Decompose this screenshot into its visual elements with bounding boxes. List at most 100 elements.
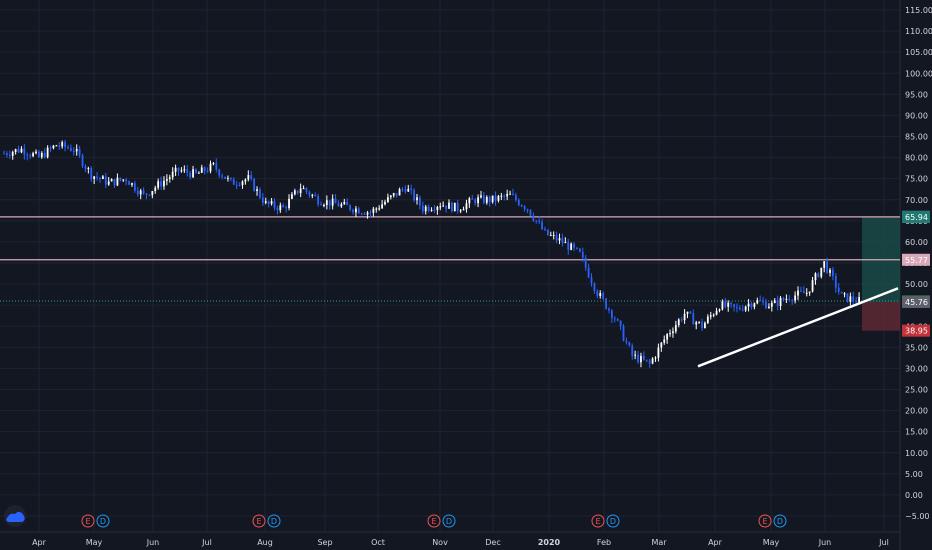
candle-body <box>250 175 253 179</box>
candle-body <box>494 195 497 201</box>
candle-body <box>61 142 64 147</box>
candle-body <box>381 204 384 209</box>
candle-body <box>293 190 296 195</box>
dividend-label: D <box>610 517 616 526</box>
candle-body <box>317 196 320 205</box>
target-price-tag: 65.94 <box>905 213 928 222</box>
dividend-marker[interactable] <box>606 514 620 528</box>
candle-body <box>770 302 773 307</box>
candle-body <box>578 248 581 252</box>
candle-body <box>6 153 8 156</box>
candle-body <box>858 297 860 303</box>
candle-body <box>439 206 442 208</box>
y-tick-label: 105.00 <box>905 48 932 57</box>
candle-body <box>785 298 788 300</box>
candle-body <box>587 267 590 278</box>
candle-body <box>631 345 634 356</box>
candle-body <box>29 155 32 157</box>
candle-body <box>337 203 340 207</box>
candle-body <box>259 189 261 198</box>
earnings-marker[interactable] <box>81 514 95 528</box>
candle-body <box>107 181 110 185</box>
candle-body <box>596 290 599 297</box>
dividend-marker[interactable] <box>773 514 787 528</box>
candle-body <box>433 209 436 211</box>
candle-body <box>183 169 186 171</box>
candle-body <box>672 331 674 334</box>
earnings-marker[interactable] <box>758 514 772 528</box>
candle-body <box>148 194 151 196</box>
candle-body <box>497 195 500 201</box>
candle-body <box>355 208 357 213</box>
candle-body <box>846 293 849 302</box>
dividend-marker[interactable] <box>96 514 110 528</box>
candle-body <box>704 322 706 329</box>
earnings-label: E <box>85 517 90 526</box>
candle-body <box>372 208 375 213</box>
candle-body <box>299 188 302 193</box>
candle-body <box>424 206 427 212</box>
candle-body <box>808 291 811 293</box>
candle-body <box>320 204 322 206</box>
candle-body <box>759 300 762 302</box>
candle-body <box>308 191 311 196</box>
earnings-marker[interactable] <box>591 514 605 528</box>
candle-body <box>459 210 462 212</box>
candle-body <box>110 179 113 182</box>
position-zones <box>0 216 900 331</box>
candle-body <box>555 235 558 241</box>
x-tick-label: Sep <box>317 538 332 547</box>
trend-line[interactable] <box>697 287 899 368</box>
candles <box>3 139 860 368</box>
x-tick-label: Nov <box>432 538 448 547</box>
candle-body <box>448 202 450 209</box>
candle-body <box>712 314 715 316</box>
candle-body <box>741 309 744 311</box>
candle-body <box>3 153 5 155</box>
candle-body <box>165 179 168 181</box>
x-tick-label: Aug <box>257 538 273 547</box>
dividend-marker[interactable] <box>442 514 456 528</box>
candle-body <box>232 179 235 185</box>
candle-body <box>634 354 637 356</box>
candle-body <box>706 316 709 323</box>
candle-body <box>419 197 421 206</box>
candle-body <box>253 178 256 191</box>
candle-body <box>590 277 593 284</box>
candle-body <box>125 179 128 182</box>
candle-body <box>546 229 549 236</box>
candle-body <box>81 155 84 167</box>
candle-body <box>69 148 72 151</box>
earnings-marker[interactable] <box>252 514 266 528</box>
earnings-label: E <box>431 517 436 526</box>
candle-body <box>552 235 555 237</box>
candle-body <box>826 261 828 273</box>
trendline[interactable] <box>697 287 899 368</box>
candle-body <box>622 326 625 341</box>
earnings-marker[interactable] <box>427 514 441 528</box>
candle-body <box>581 251 584 258</box>
candle-body <box>788 298 791 301</box>
x-tick-label: May <box>86 538 103 547</box>
candle-body <box>11 152 14 156</box>
candle-body <box>218 169 221 176</box>
candle-body <box>40 152 43 158</box>
candle-body <box>709 315 712 317</box>
candle-body <box>648 360 651 364</box>
candle-body <box>357 208 360 214</box>
candle-body <box>567 242 570 250</box>
candle-body <box>800 290 802 292</box>
candle-body <box>829 269 831 273</box>
candle-body <box>387 197 389 202</box>
dividend-marker[interactable] <box>267 514 281 528</box>
candle-body <box>174 167 177 172</box>
candle-body <box>480 195 482 198</box>
candle-body <box>451 202 453 212</box>
y-tick-label: 35.00 <box>905 343 928 352</box>
candle-body <box>235 184 238 186</box>
candle-body <box>773 300 776 303</box>
candle-body <box>576 247 578 249</box>
candle-body <box>608 308 610 311</box>
